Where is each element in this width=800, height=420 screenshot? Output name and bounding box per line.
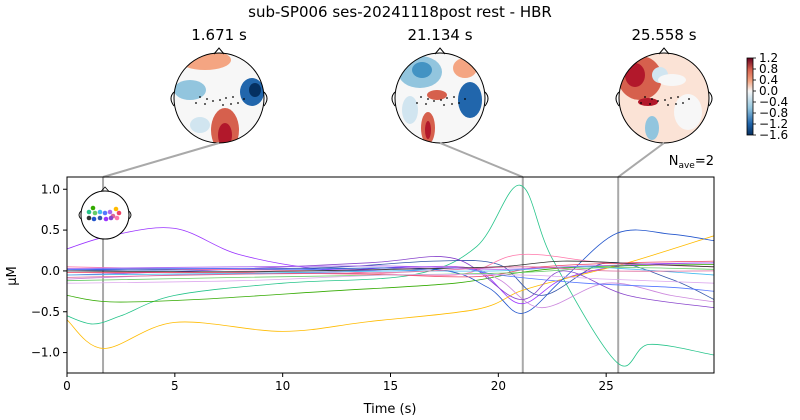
colorbar-tick-label: 0.0 [759,84,778,98]
topomap-2 [391,47,489,144]
figure-title: sub-SP006 ses-20241118post rest - HBR [248,3,552,21]
colorbar-tick-label: −0.8 [759,106,788,120]
topo-connector-3 [617,142,665,178]
series-line-2 [67,235,714,349]
series-line-14 [67,262,714,270]
y-tick-label: 1.0 [41,182,60,196]
x-tick-label: 15 [383,379,398,393]
nave-label: Nave=2 [669,154,714,171]
colorbar-tick-label: −1.6 [759,128,788,142]
series-line-16 [67,273,714,284]
colorbar-gradient [746,57,754,136]
topo-connector-1 [102,142,220,178]
series-line-17 [67,266,714,278]
series-line-10 [67,260,714,278]
series-line-12 [67,260,714,273]
colorbar: 1.20.80.40.0−0.4−0.8−1.2−1.6 [746,51,788,142]
y-tick-label: 0.5 [41,223,60,237]
sensor-legend [78,186,132,240]
y-axis-label: µM [5,266,20,286]
series-line-9 [67,253,714,277]
colorbar-tick-label: −1.2 [759,117,788,131]
topomap-1 [170,47,268,144]
topo-connectors [102,142,665,178]
series-line-3 [67,184,714,367]
y-tick-label: −0.5 [31,305,60,319]
y-tick-label: 0.0 [41,264,60,278]
colorbar-tick-label: 0.8 [759,62,778,76]
series-line-11 [67,267,714,292]
x-tick-label: 0 [63,379,71,393]
topomap-3 [615,47,713,144]
x-tick-label: 10 [275,379,290,393]
topo-time-2: 21.134 s [407,26,472,44]
series-line-8 [67,256,714,309]
topo-time-1: 1.671 s [191,26,247,44]
y-tick-label: −1.0 [31,346,60,360]
topo-time-3: 25.558 s [631,26,696,44]
topo-connector-2 [439,142,524,178]
series-line-5 [67,229,714,314]
x-tick-label: 25 [599,379,614,393]
x-tick-label: 20 [491,379,506,393]
colorbar-tick-label: 0.4 [759,73,778,87]
butterfly-plot: 0 5 10 15 20 25 1.0 0.5 0.0 −0.5 −1.0 Time (s) µM [5,176,715,417]
colorbar-tick-label: 1.2 [759,51,778,65]
x-axis-label: Time (s) [363,402,417,417]
x-tick-label: 5 [171,379,179,393]
colorbar-tick-label: −0.4 [759,95,788,109]
